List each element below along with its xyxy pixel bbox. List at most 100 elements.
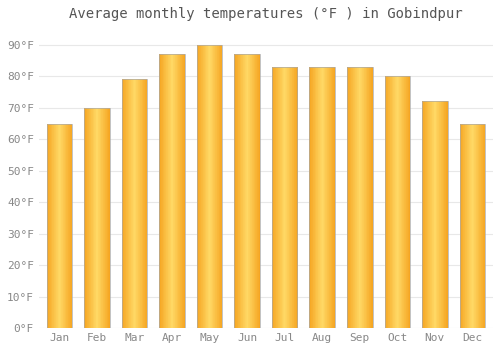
Bar bbox=[248, 54, 249, 328]
Bar bbox=[274, 67, 275, 328]
Bar bbox=[84, 108, 85, 328]
Bar bbox=[95, 108, 96, 328]
Bar bbox=[433, 102, 434, 328]
Bar bbox=[400, 76, 401, 328]
Bar bbox=[141, 79, 142, 328]
Bar bbox=[126, 79, 127, 328]
Bar bbox=[142, 79, 143, 328]
Bar bbox=[360, 67, 361, 328]
Bar bbox=[50, 124, 51, 328]
Bar bbox=[240, 54, 241, 328]
Bar bbox=[321, 67, 322, 328]
Bar bbox=[471, 124, 472, 328]
Bar bbox=[273, 67, 274, 328]
Bar bbox=[348, 67, 349, 328]
Bar bbox=[438, 102, 439, 328]
Bar bbox=[295, 67, 296, 328]
Bar bbox=[405, 76, 406, 328]
Bar bbox=[57, 124, 58, 328]
Bar bbox=[332, 67, 333, 328]
Bar bbox=[368, 67, 370, 328]
Bar bbox=[60, 124, 61, 328]
Bar bbox=[144, 79, 146, 328]
Bar bbox=[178, 54, 179, 328]
Bar bbox=[107, 108, 108, 328]
Bar bbox=[54, 124, 55, 328]
Bar bbox=[58, 124, 59, 328]
Bar bbox=[106, 108, 108, 328]
Bar bbox=[93, 108, 94, 328]
Bar bbox=[88, 108, 89, 328]
Bar bbox=[183, 54, 184, 328]
Bar bbox=[171, 54, 172, 328]
Bar bbox=[331, 67, 332, 328]
Bar bbox=[470, 124, 471, 328]
Bar bbox=[214, 45, 215, 328]
Bar bbox=[469, 124, 470, 328]
Bar bbox=[395, 76, 396, 328]
Bar bbox=[350, 67, 351, 328]
Bar bbox=[172, 54, 173, 328]
Bar bbox=[282, 67, 283, 328]
Bar bbox=[392, 76, 393, 328]
Bar bbox=[209, 45, 210, 328]
Bar bbox=[139, 79, 140, 328]
Bar bbox=[204, 45, 205, 328]
Bar bbox=[463, 124, 464, 328]
Bar bbox=[184, 54, 185, 328]
Bar bbox=[385, 76, 386, 328]
Bar bbox=[363, 67, 364, 328]
Bar bbox=[86, 108, 87, 328]
Bar bbox=[212, 45, 213, 328]
Bar bbox=[68, 124, 69, 328]
Bar bbox=[176, 54, 178, 328]
Bar bbox=[249, 54, 250, 328]
Bar bbox=[482, 124, 484, 328]
Bar bbox=[473, 124, 474, 328]
Bar bbox=[396, 76, 397, 328]
Bar bbox=[293, 67, 294, 328]
Bar bbox=[254, 54, 255, 328]
Bar bbox=[52, 124, 53, 328]
Bar bbox=[408, 76, 409, 328]
Bar bbox=[199, 45, 200, 328]
Bar bbox=[160, 54, 162, 328]
Bar bbox=[407, 76, 408, 328]
Bar bbox=[359, 67, 360, 328]
Bar bbox=[55, 124, 56, 328]
Bar bbox=[64, 124, 66, 328]
Bar bbox=[276, 67, 277, 328]
Bar bbox=[370, 67, 372, 328]
Bar bbox=[393, 76, 394, 328]
Bar bbox=[162, 54, 163, 328]
Bar bbox=[51, 124, 52, 328]
Bar bbox=[100, 108, 101, 328]
Bar bbox=[272, 67, 274, 328]
Bar bbox=[367, 67, 368, 328]
Bar bbox=[170, 54, 171, 328]
Bar bbox=[320, 67, 321, 328]
Bar bbox=[123, 79, 124, 328]
Bar bbox=[144, 79, 145, 328]
Bar bbox=[258, 54, 260, 328]
Bar bbox=[351, 67, 352, 328]
Bar bbox=[460, 124, 461, 328]
Bar bbox=[426, 102, 428, 328]
Bar bbox=[213, 45, 214, 328]
Bar bbox=[366, 67, 367, 328]
Bar bbox=[438, 102, 440, 328]
Bar bbox=[85, 108, 86, 328]
Bar bbox=[387, 76, 388, 328]
Bar bbox=[480, 124, 481, 328]
Bar bbox=[108, 108, 109, 328]
Bar bbox=[384, 76, 386, 328]
Bar bbox=[354, 67, 356, 328]
Bar bbox=[167, 54, 168, 328]
Bar bbox=[143, 79, 144, 328]
Bar bbox=[322, 67, 323, 328]
Bar bbox=[172, 54, 174, 328]
Bar bbox=[244, 54, 246, 328]
Bar bbox=[237, 54, 238, 328]
Bar bbox=[200, 45, 201, 328]
Bar bbox=[69, 124, 70, 328]
